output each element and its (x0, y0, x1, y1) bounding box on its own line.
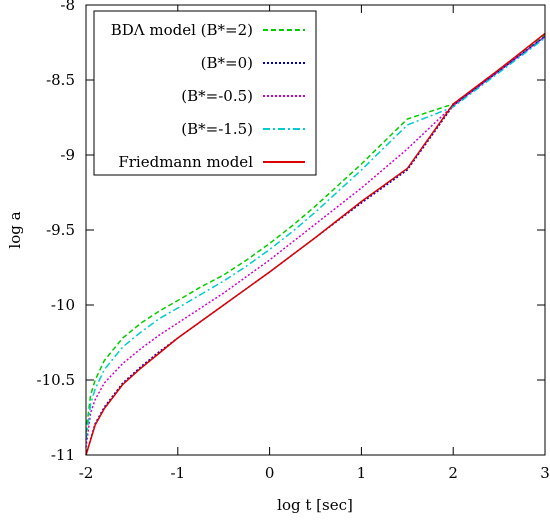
x-axis-label: log t [sec] (277, 496, 353, 514)
x-tick-label: 1 (357, 464, 367, 482)
ticks-layer: -2 -1 0 1 2 3-11-10.5-10-9.5-9-8.5-8 (37, 0, 550, 482)
y-axis-label: log a (6, 211, 24, 248)
x-tick-label: 0 (265, 464, 275, 482)
y-tick-label: -10 (51, 296, 75, 314)
y-tick-label: -9.5 (46, 221, 75, 239)
series-line-3 (85, 37, 546, 441)
x-tick-label: -1 (170, 464, 185, 482)
series-line-2 (85, 35, 546, 448)
series-line-4 (85, 32, 546, 456)
legend-label-3: (B*=-1.5) (181, 120, 253, 138)
x-tick-label: 3 (540, 464, 550, 482)
y-tick-label: -8.5 (46, 71, 75, 89)
legend-box (93, 10, 317, 176)
legend-label-0: BDΛ model (B*=2) (111, 21, 253, 39)
y-tick-label: -11 (51, 446, 75, 464)
series-layer (85, 32, 546, 456)
y-tick-label: -9 (60, 146, 75, 164)
x-tick-label: 2 (448, 464, 458, 482)
y-tick-label: -10.5 (37, 371, 75, 389)
legend-label-4: Friedmann model (118, 153, 253, 171)
y-tick-label: -8 (60, 0, 75, 14)
x-tick-label: -2 (79, 464, 94, 482)
legend-label-1: (B*=0) (201, 54, 253, 72)
legend-label-2: (B*=-0.5) (181, 87, 253, 105)
legend: BDΛ model (B*=2) (B*=0) (B*=-0.5) (B*=-1.5)… (93, 10, 317, 176)
